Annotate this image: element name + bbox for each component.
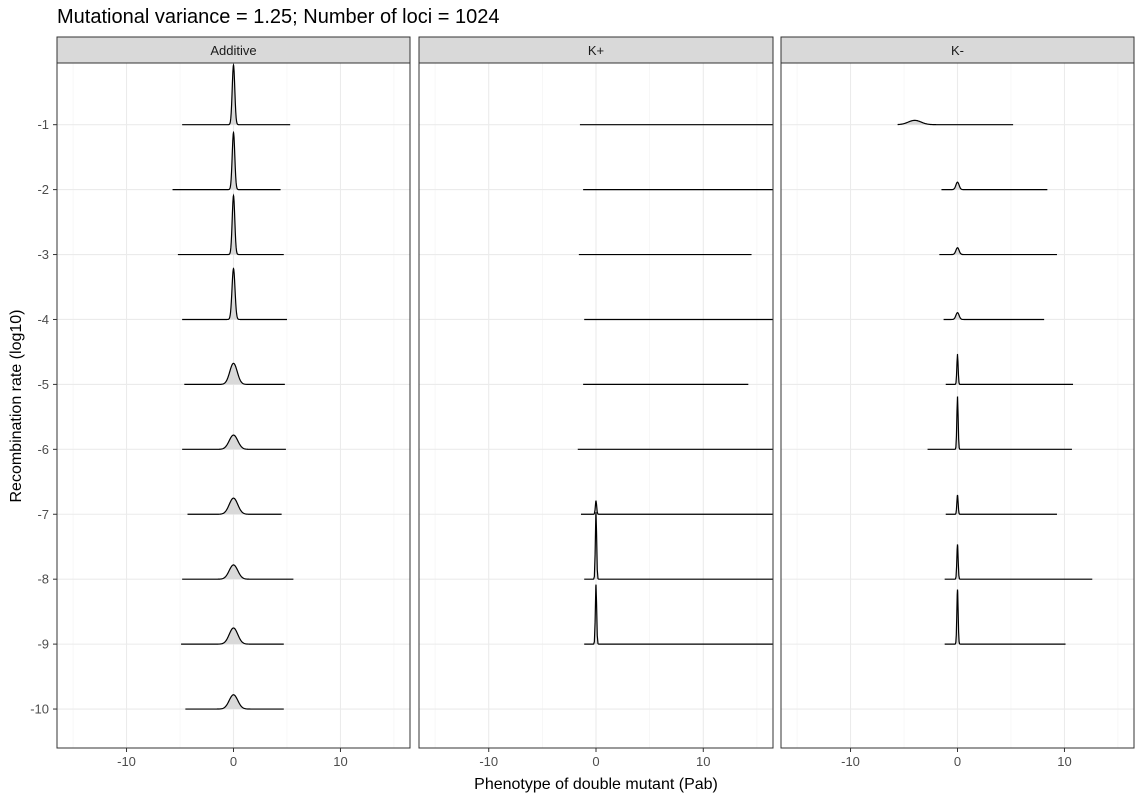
- ridge-line: [927, 396, 1072, 450]
- x-tick-label: -10: [117, 754, 136, 769]
- ridge-area: [185, 694, 284, 710]
- chart-title: Mutational variance = 1.25; Number of lo…: [57, 6, 499, 28]
- ridge-area: [187, 498, 282, 515]
- ridge-area: [944, 589, 1066, 645]
- x-tick-label: 0: [954, 754, 961, 769]
- ridge-line: [943, 312, 1045, 321]
- ridge-line: [181, 627, 284, 645]
- y-tick-label: -1: [37, 117, 49, 132]
- x-tick-label: -10: [479, 754, 498, 769]
- ridge-area: [945, 495, 1057, 515]
- y-tick-label: -7: [37, 507, 49, 522]
- ridge-line: [182, 267, 287, 321]
- y-tick-label: -10: [30, 702, 49, 717]
- ridge-line: [945, 494, 1057, 515]
- ridge-line: [941, 181, 1048, 191]
- ridge-line: [584, 512, 773, 580]
- y-tick-label: -4: [37, 312, 49, 327]
- y-tick-label: -9: [37, 637, 49, 652]
- x-tick-label: -10: [841, 754, 860, 769]
- x-tick-label: 10: [333, 754, 347, 769]
- x-tick-label: 10: [1057, 754, 1071, 769]
- facet-strip: [56, 36, 411, 64]
- x-tick-label: 10: [696, 754, 710, 769]
- ridge-line: [182, 63, 291, 126]
- x-tick-label: 0: [592, 754, 599, 769]
- ridges: [577, 124, 773, 645]
- facet-panels: Additive -10 0 10 K+ -10 0 10 K- -10 0 10: [56, 36, 1135, 769]
- ridge-area: [184, 363, 285, 385]
- ridge-line: [945, 353, 1074, 385]
- ridge-area: [182, 268, 287, 320]
- y-tick-label: -2: [37, 182, 49, 197]
- ridge-line: [939, 247, 1057, 256]
- ridge-line: [944, 589, 1066, 645]
- facet-K+: K+ -10 0 10: [418, 36, 774, 769]
- facet-strip: [780, 36, 1135, 64]
- x-axis-title: Phenotype of double mutant (Pab): [474, 776, 718, 793]
- ridge-line: [177, 193, 284, 256]
- x-tick-label: 0: [230, 754, 237, 769]
- ridge-line: [944, 544, 1093, 580]
- ridges: [172, 63, 294, 710]
- facet-strip-label: K-: [951, 43, 964, 58]
- ridge-area: [182, 564, 294, 580]
- ridge-line: [182, 564, 294, 580]
- y-tick-label: -5: [37, 377, 49, 392]
- facet-strip: [418, 36, 774, 64]
- y-axis: -1 -2 -3 -4 -5 -6 -7 -8 -9 -10: [30, 117, 57, 717]
- y-tick-label: -8: [37, 572, 49, 587]
- facet-K-: K- -10 0 10: [780, 36, 1135, 769]
- ridge-area: [182, 435, 286, 450]
- ridge-line: [184, 362, 285, 385]
- facet-strip-label: Additive: [210, 43, 256, 58]
- y-axis-title: Recombination rate (log10): [8, 310, 25, 503]
- y-tick-label: -6: [37, 442, 49, 457]
- y-tick-label: -3: [37, 247, 49, 262]
- ridge-line: [185, 694, 284, 710]
- ridge-line: [584, 584, 773, 645]
- ridge-line: [182, 434, 286, 450]
- ridge-line: [172, 130, 281, 191]
- facet-Additive: Additive -10 0 10: [56, 36, 411, 769]
- ridge-area: [181, 627, 284, 645]
- ridge-line: [187, 497, 282, 515]
- ridges: [897, 119, 1093, 645]
- ridge-line: [897, 119, 1014, 126]
- facet-strip-label: K+: [588, 43, 604, 58]
- ridge-line: [580, 500, 773, 515]
